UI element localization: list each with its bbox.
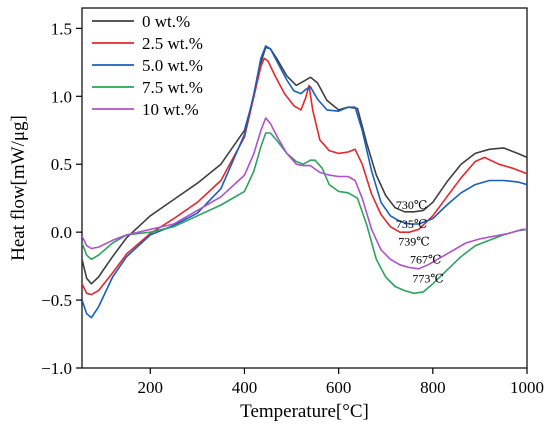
series-line-1 bbox=[82, 57, 527, 296]
y-tick-label: −1.0 bbox=[41, 359, 72, 378]
legend-label-3: 7.5 wt.% bbox=[142, 78, 203, 97]
y-tick-label: −0.5 bbox=[41, 291, 72, 310]
x-tick-label: 1000 bbox=[510, 378, 544, 397]
y-tick-label: 1.5 bbox=[51, 19, 72, 38]
plot-frame bbox=[81, 7, 528, 369]
x-tick-label: 400 bbox=[232, 378, 258, 397]
temperature-annotation-1: 735℃ bbox=[396, 217, 427, 231]
temperature-annotation-4: 773℃ bbox=[412, 271, 443, 285]
x-tick-label: 200 bbox=[138, 378, 164, 397]
temperature-annotation-0: 730℃ bbox=[396, 198, 427, 212]
temperature-annotation-3: 767℃ bbox=[410, 252, 441, 266]
x-tick-label: 800 bbox=[420, 378, 446, 397]
legend-label-0: 0 wt.% bbox=[142, 12, 190, 31]
series-line-4 bbox=[82, 117, 527, 270]
x-axis-title: Temperature[°C] bbox=[240, 401, 369, 422]
series-line-3 bbox=[82, 132, 527, 295]
legend-label-2: 5.0 wt.% bbox=[142, 56, 203, 75]
legend-label-1: 2.5 wt.% bbox=[142, 34, 203, 53]
series-group bbox=[82, 45, 527, 319]
y-tick-label: 1.0 bbox=[51, 87, 72, 106]
y-axis-title: Heat flow[mW/μg] bbox=[8, 115, 29, 261]
y-tick-label: 0.5 bbox=[51, 155, 72, 174]
legend-label-4: 10 wt.% bbox=[142, 100, 199, 119]
y-tick-label: 0.0 bbox=[51, 223, 72, 242]
x-tick-label: 600 bbox=[326, 378, 352, 397]
series-line-0 bbox=[82, 46, 527, 285]
temperature-annotation-2: 739℃ bbox=[398, 235, 429, 249]
